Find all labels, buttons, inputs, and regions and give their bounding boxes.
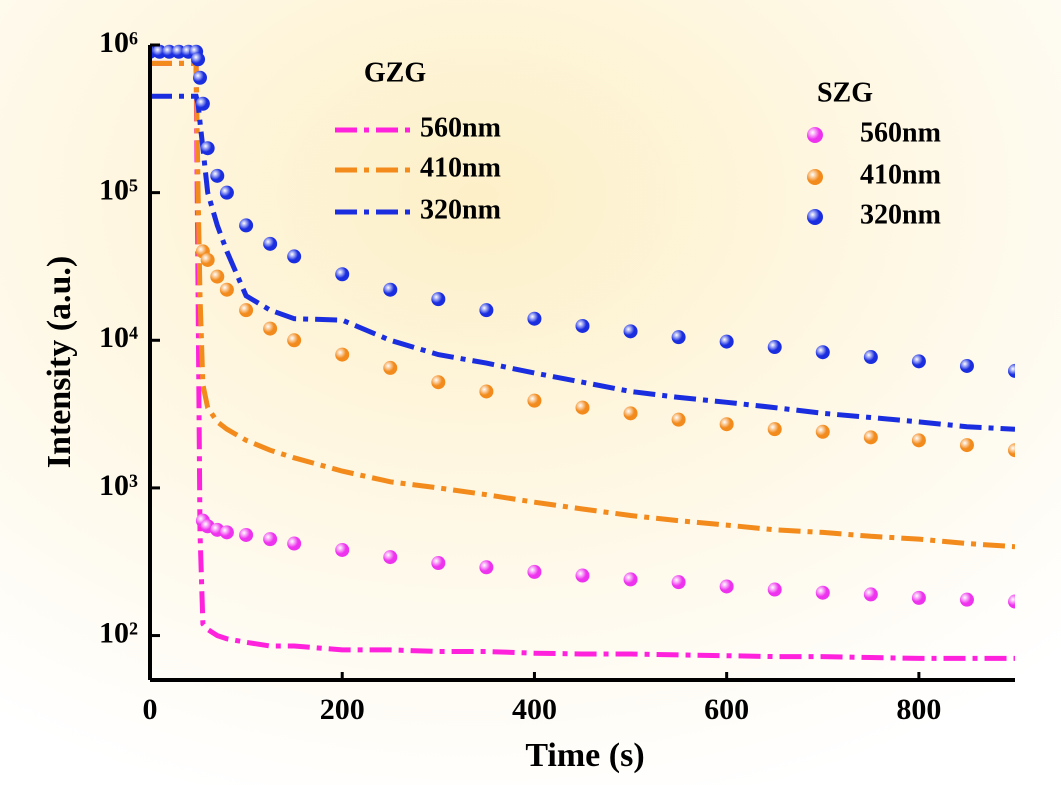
- data-point: [623, 572, 638, 587]
- y-tick-label: 10⁶: [99, 26, 138, 59]
- data-point: [719, 579, 734, 594]
- data-point: [219, 282, 234, 297]
- data-point: [239, 218, 254, 233]
- data-point: [287, 249, 302, 264]
- legend-label: 560nm: [420, 112, 501, 143]
- legend-label: 410nm: [420, 152, 501, 183]
- data-point: [815, 585, 830, 600]
- data-point: [383, 360, 398, 375]
- data-point: [767, 340, 782, 355]
- data-point: [431, 292, 446, 307]
- data-point: [863, 430, 878, 445]
- data-point: [383, 282, 398, 297]
- data-point: [210, 168, 225, 183]
- data-point: [719, 417, 734, 432]
- data-point: [1008, 443, 1015, 458]
- data-point: [575, 400, 590, 415]
- x-tick-label: 800: [896, 693, 941, 726]
- data-point: [431, 556, 446, 571]
- legend-label: 320nm: [860, 199, 941, 230]
- legend-swatch: [807, 169, 823, 185]
- x-axis-label: Time (s): [525, 737, 644, 774]
- data-point: [815, 345, 830, 360]
- data-point: [767, 582, 782, 597]
- data-point: [575, 568, 590, 583]
- data-point: [263, 321, 278, 336]
- data-point: [863, 587, 878, 602]
- data-point: [210, 269, 225, 284]
- data-point: [671, 575, 686, 590]
- plot-area: [150, 44, 1015, 661]
- data-point: [671, 330, 686, 345]
- legend-swatch: [807, 127, 823, 143]
- data-point: [287, 333, 302, 348]
- data-point: [815, 424, 830, 439]
- data-point: [479, 384, 494, 399]
- data-point: [959, 358, 974, 373]
- data-point: [335, 542, 350, 557]
- data-point: [200, 141, 215, 156]
- data-point: [959, 438, 974, 453]
- data-point: [200, 252, 215, 267]
- data-point: [1008, 594, 1015, 609]
- y-axis-label: Intensity (a.u.): [41, 256, 78, 469]
- data-point: [383, 550, 398, 565]
- data-point: [239, 527, 254, 542]
- legend-title: SZG: [817, 77, 873, 108]
- x-tick-label: 0: [143, 693, 158, 726]
- data-point: [195, 96, 210, 111]
- legend-label: 560nm: [860, 117, 941, 148]
- data-point: [911, 590, 926, 605]
- data-point: [263, 532, 278, 547]
- y-tick-label: 10²: [99, 616, 138, 649]
- data-point: [527, 311, 542, 326]
- legend-title: GZG: [364, 57, 426, 88]
- data-point: [263, 236, 278, 251]
- y-tick-label: 10³: [99, 469, 138, 502]
- data-point: [152, 44, 167, 59]
- data-point: [1008, 363, 1015, 378]
- legend-label: 320nm: [420, 194, 501, 225]
- x-tick-label: 400: [512, 693, 557, 726]
- data-point: [239, 303, 254, 318]
- y-tick-label: 10⁵: [99, 174, 138, 207]
- x-tick-label: 200: [320, 693, 365, 726]
- data-line: [150, 93, 1015, 432]
- data-point: [219, 185, 234, 200]
- data-point: [911, 433, 926, 448]
- data-point: [575, 318, 590, 333]
- y-tick-label: 10⁴: [99, 321, 138, 354]
- legend-label: 410nm: [860, 159, 941, 190]
- data-point: [623, 324, 638, 339]
- data-point: [171, 44, 186, 59]
- data-point: [287, 536, 302, 551]
- data-point: [219, 525, 234, 540]
- data-point: [719, 334, 734, 349]
- data-point: [192, 70, 207, 85]
- data-point: [527, 564, 542, 579]
- legend-swatch: [807, 209, 823, 225]
- data-point: [863, 350, 878, 365]
- data-point: [959, 592, 974, 607]
- data-point: [623, 406, 638, 421]
- data-point: [191, 52, 206, 67]
- data-point: [431, 375, 446, 390]
- data-point: [767, 422, 782, 437]
- data-point: [479, 303, 494, 318]
- data-point: [479, 560, 494, 575]
- data-point: [527, 393, 542, 408]
- x-tick-label: 600: [704, 693, 749, 726]
- data-point: [671, 412, 686, 427]
- data-point: [335, 347, 350, 362]
- data-point: [335, 267, 350, 282]
- data-point: [911, 354, 926, 369]
- data-point: [162, 44, 177, 59]
